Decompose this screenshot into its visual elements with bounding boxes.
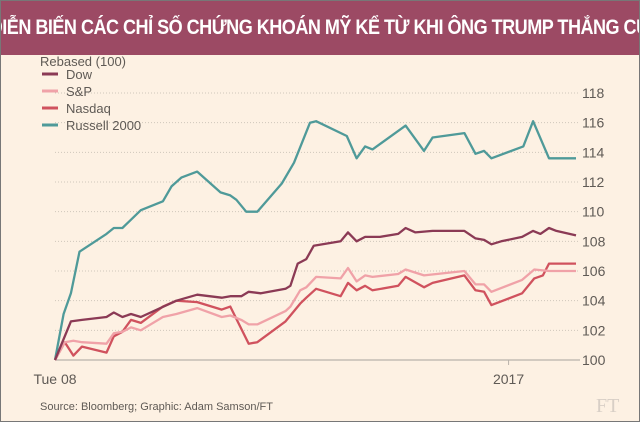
chart-title: DIỄN BIẾN CÁC CHỈ SỐ CHỨNG KHOÁN MỸ KỂ T… <box>1 16 639 39</box>
series-line-russell-2000 <box>53 120 576 361</box>
legend-label: Nasdaq <box>66 101 111 116</box>
y-tick-label: 106 <box>582 263 606 279</box>
y-tick-label: 108 <box>582 233 606 249</box>
y-tick-label: 114 <box>582 144 605 160</box>
title-bar: DIỄN BIẾN CÁC CHỈ SỐ CHỨNG KHOÁN MỸ KỂ T… <box>1 1 639 55</box>
legend: Dow S&P Nasdaq Russell 2000 <box>42 67 141 133</box>
series-line-dow <box>53 226 577 361</box>
y-tick-label: 116 <box>582 115 605 131</box>
y-tick-label: 102 <box>582 322 606 338</box>
y-tick-label: 100 <box>582 352 606 368</box>
y-tick-label: 110 <box>582 204 605 220</box>
series-lines <box>53 120 577 361</box>
x-tick-label: 2017 <box>493 371 524 387</box>
legend-label: Dow <box>66 67 93 82</box>
legend-label: S&P <box>66 84 92 99</box>
legend-label: Russell 2000 <box>66 118 141 133</box>
series-line-nasdaq <box>53 262 576 361</box>
y-tick-label: 104 <box>582 293 606 309</box>
y-axis-label: Rebased (100) <box>40 54 126 69</box>
y-tick-label: 118 <box>582 85 605 101</box>
y-tick-label: 112 <box>582 174 605 190</box>
series-line-s-p <box>53 266 576 361</box>
source-note: Source: Bloomberg; Graphic: Adam Samson/… <box>40 401 273 413</box>
x-tick-label: Tue 08 <box>33 371 76 387</box>
y-tick-labels: 100 102 104 106 108 110 112 114 116 118 <box>582 85 606 368</box>
ft-logo: FT <box>596 395 619 417</box>
x-tick-labels: Tue 08 2017 <box>33 360 524 387</box>
